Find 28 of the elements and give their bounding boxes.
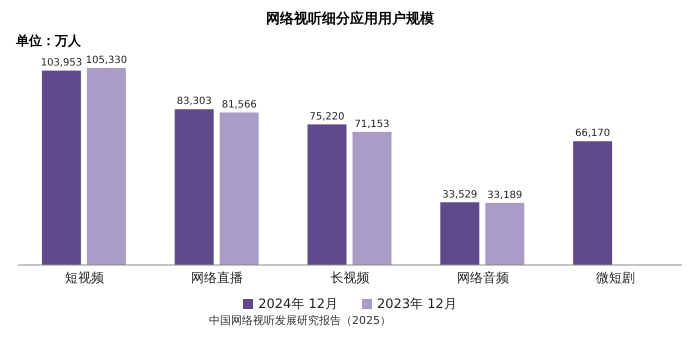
data-label: 71,153 — [354, 118, 390, 130]
bar — [573, 141, 612, 265]
bar — [86, 68, 126, 265]
x-tick-label: 长视频 — [330, 271, 370, 286]
data-label: 105,330 — [86, 55, 128, 66]
bar — [352, 132, 392, 265]
bar — [308, 124, 347, 265]
x-tick-label: 短视频 — [64, 271, 104, 286]
bar — [220, 112, 259, 265]
data-label: 81,566 — [222, 99, 257, 110]
chart-title: 网络视听细分应用用户规模 — [265, 10, 435, 28]
data-label: 75,220 — [310, 111, 345, 122]
data-label: 33,529 — [442, 189, 478, 200]
data-label: 66,170 — [575, 128, 610, 140]
bar — [174, 109, 214, 265]
x-tick-label: 网络音频 — [456, 271, 509, 286]
text: 中国网络视听发展研究报告（2025） — [208, 313, 392, 328]
x-tick-label: 微短剧 — [596, 271, 636, 286]
legend-label: 2024年 12月 — [258, 296, 338, 313]
text: 单位：万人 — [16, 33, 81, 50]
x-tick-label: 网络直播 — [191, 271, 244, 286]
data-label: 83,303 — [176, 96, 212, 108]
bar — [42, 70, 81, 265]
legend-label: 2023年 12月 — [377, 296, 457, 313]
data-label: 33,189 — [487, 190, 522, 201]
bar — [440, 202, 480, 265]
data-label: 103,953 — [40, 58, 82, 69]
bar — [485, 202, 524, 265]
